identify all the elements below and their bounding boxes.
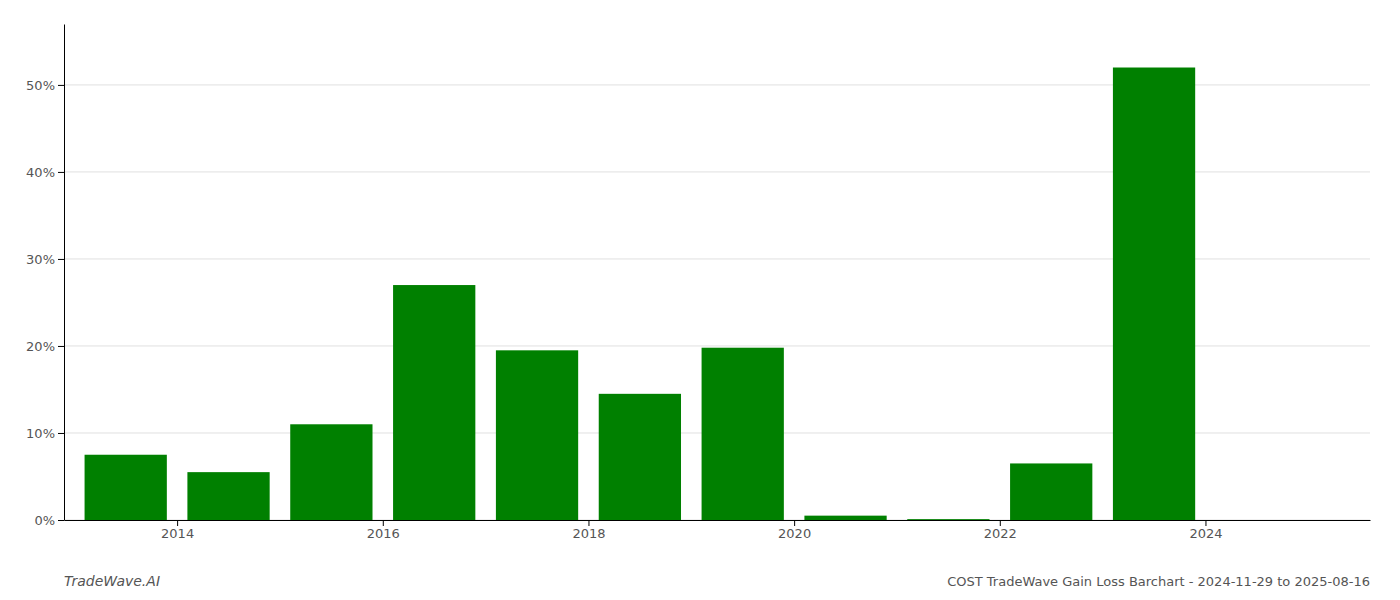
bar	[393, 285, 475, 520]
y-tick: 40%	[26, 165, 64, 180]
x-tick: 2024	[1189, 520, 1222, 541]
x-tick-mark	[177, 520, 178, 526]
y-tick-mark	[58, 433, 64, 434]
bar	[702, 348, 784, 520]
bar	[85, 455, 167, 520]
y-tick-label: 20%	[26, 339, 55, 354]
x-tick-label: 2024	[1189, 526, 1222, 541]
x-axis: 2014 2016 2018 2020 2022 2024	[65, 520, 1371, 541]
y-axis-line	[64, 25, 65, 521]
bar	[290, 424, 372, 520]
y-tick-label: 40%	[26, 165, 55, 180]
x-tick: 2020	[778, 520, 811, 541]
x-tick-label: 2022	[984, 526, 1017, 541]
y-tick: 50%	[26, 78, 64, 93]
bar	[804, 516, 886, 520]
y-axis: 0% 10% 20% 30% 40% 50%	[26, 25, 64, 528]
title: COST TradeWave Gain Loss Barchart - 2024…	[947, 574, 1370, 589]
y-tick: 10%	[26, 426, 64, 441]
x-tick-label: 2014	[161, 526, 194, 541]
bar	[599, 394, 681, 520]
bars	[85, 68, 1196, 520]
x-tick: 2018	[572, 520, 605, 541]
plot: 0% 10% 20% 30% 40% 50% 2014 2016 2018 2020 2022 202…	[26, 25, 1370, 542]
y-tick-label: 10%	[26, 426, 55, 441]
bar	[496, 350, 578, 520]
x-axis-line	[65, 520, 1371, 521]
bar	[1113, 68, 1195, 520]
y-tick-mark	[58, 346, 64, 347]
y-tick-label: 50%	[26, 78, 55, 93]
x-tick-mark	[794, 520, 795, 526]
y-tick-label: 0%	[34, 513, 55, 528]
y-tick-mark	[58, 259, 64, 260]
x-tick-label: 2020	[778, 526, 811, 541]
y-tick-mark	[58, 85, 64, 86]
x-tick-mark	[588, 520, 589, 526]
y-tick: 20%	[26, 339, 64, 354]
x-tick-label: 2018	[572, 526, 605, 541]
chart: 0% 10% 20% 30% 40% 50% 2014 2016 2018 2020 2022 202…	[0, 0, 1400, 600]
x-tick-mark	[1205, 520, 1206, 526]
x-tick-mark	[383, 520, 384, 526]
x-tick: 2022	[984, 520, 1017, 541]
bar	[907, 519, 989, 520]
bar	[1010, 463, 1092, 520]
x-tick-label: 2016	[367, 526, 400, 541]
y-tick-mark	[58, 172, 64, 173]
x-tick-mark	[1000, 520, 1001, 526]
y-tick-mark	[58, 520, 64, 521]
y-tick: 0%	[34, 513, 64, 528]
x-tick: 2014	[161, 520, 194, 541]
x-tick: 2016	[367, 520, 400, 541]
annotation: TradeWave.AI	[64, 573, 160, 589]
y-tick: 30%	[26, 252, 64, 267]
y-tick-label: 30%	[26, 252, 55, 267]
bar	[1216, 520, 1298, 521]
bar	[187, 472, 269, 520]
